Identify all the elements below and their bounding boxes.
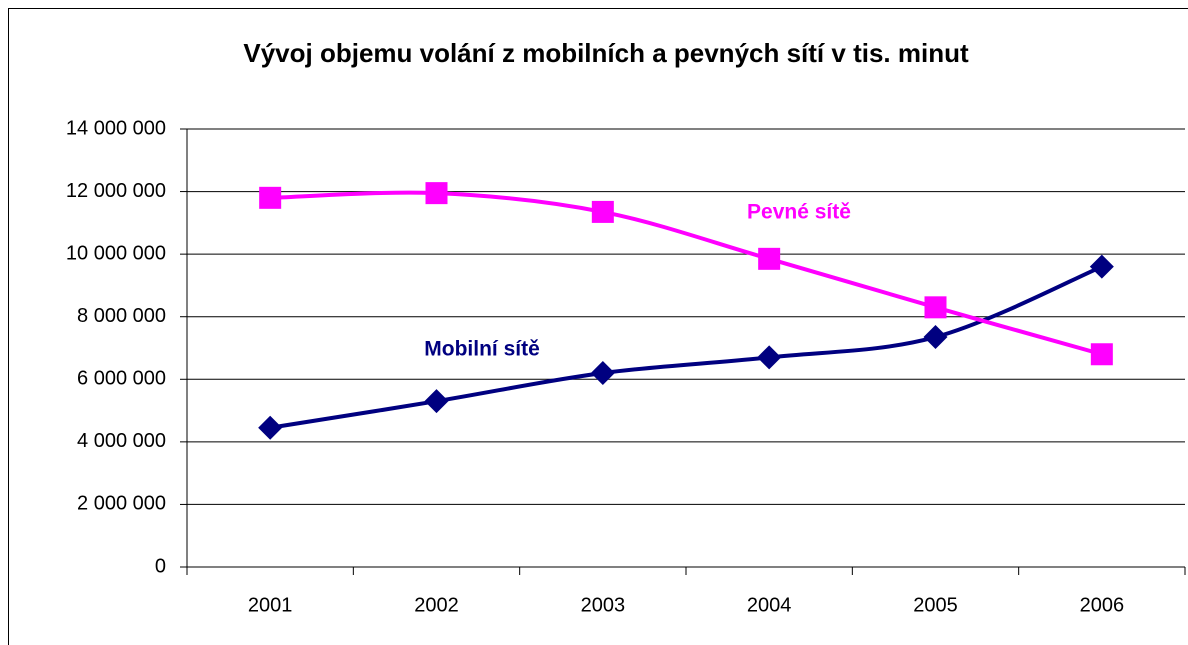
x-tick-label: 2002 xyxy=(414,594,459,616)
marker xyxy=(258,415,283,440)
y-tick-label: 8 000 000 xyxy=(77,305,166,327)
marker xyxy=(924,296,947,319)
marker xyxy=(1089,254,1114,279)
marker xyxy=(757,345,782,370)
marker xyxy=(758,247,781,270)
marker xyxy=(590,361,615,386)
y-tick-label: 0 xyxy=(155,555,166,577)
series-label: Pevné sítě xyxy=(747,201,851,224)
y-tick-label: 2 000 000 xyxy=(77,493,166,515)
marker xyxy=(424,389,449,414)
y-tick-label: 10 000 000 xyxy=(66,242,166,264)
x-tick-label: 2005 xyxy=(913,594,958,616)
marker xyxy=(425,182,448,205)
y-tick-label: 4 000 000 xyxy=(77,430,166,452)
series-line xyxy=(269,264,1103,430)
marker xyxy=(591,200,614,223)
chart-title: Vývoj objemu volání z mobilních a pevnýc… xyxy=(243,38,969,68)
marker xyxy=(259,186,282,209)
chart-border xyxy=(8,8,1188,645)
x-tick-label: 2001 xyxy=(248,594,293,616)
y-tick-label: 6 000 000 xyxy=(77,368,166,390)
series-line xyxy=(270,190,1103,357)
y-tick-label: 14 000 000 xyxy=(66,117,166,139)
x-tick-label: 2006 xyxy=(1080,594,1125,616)
series-label: Mobilní sítě xyxy=(424,338,540,361)
x-tick-label: 2003 xyxy=(581,594,626,616)
x-tick-label: 2004 xyxy=(747,594,792,616)
marker xyxy=(923,325,948,350)
marker xyxy=(1090,343,1113,366)
y-tick-label: 12 000 000 xyxy=(66,180,166,202)
